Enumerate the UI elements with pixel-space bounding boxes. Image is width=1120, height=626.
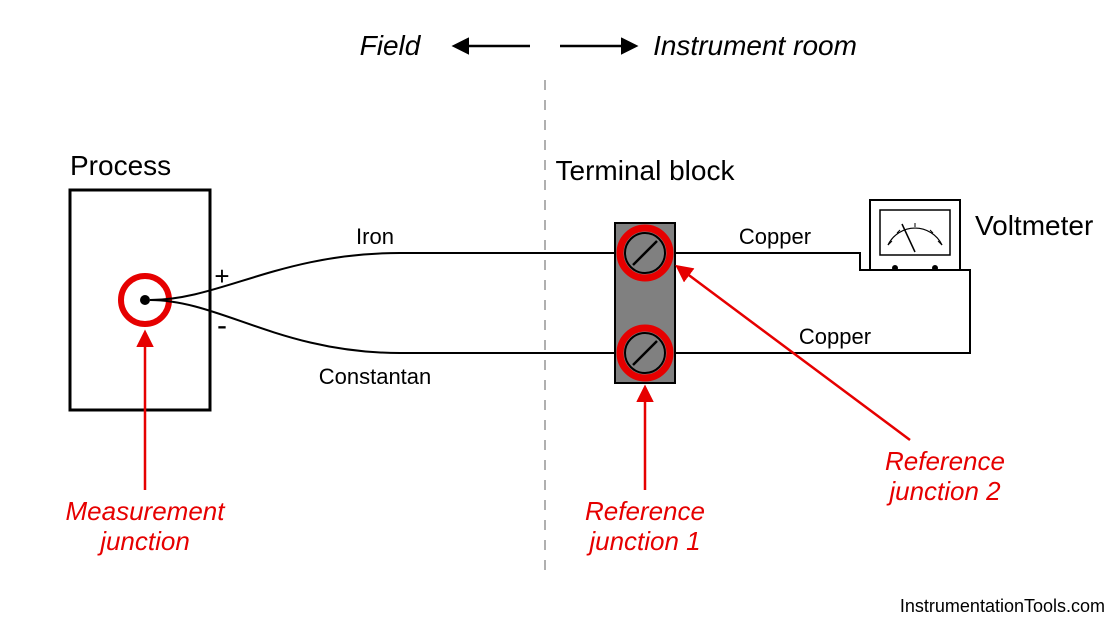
measurement-callout-2: junction xyxy=(97,526,190,556)
ref1-callout-2: junction 1 xyxy=(586,526,700,556)
instrument-room-label: Instrument room xyxy=(653,30,857,61)
thermocouple-diagram: Field Instrument room Process + - Iron C… xyxy=(0,0,1120,626)
wire-iron-label: Iron xyxy=(356,224,394,249)
wire-copper-top-label: Copper xyxy=(739,224,811,249)
field-label: Field xyxy=(360,30,422,61)
wire-copper-top xyxy=(675,253,895,270)
wire-constantan-label: Constantan xyxy=(319,364,432,389)
ref1-callout-1: Reference xyxy=(585,496,705,526)
watermark-text: InstrumentationTools.com xyxy=(900,596,1105,616)
voltmeter-label: Voltmeter xyxy=(975,210,1093,241)
measurement-junction-dot xyxy=(140,295,150,305)
voltmeter-terminal-right xyxy=(932,265,938,271)
process-label: Process xyxy=(70,150,171,181)
terminal-block-label: Terminal block xyxy=(556,155,736,186)
voltmeter-terminal-left xyxy=(892,265,898,271)
ref2-callout-2: junction 2 xyxy=(886,476,1001,506)
measurement-callout-1: Measurement xyxy=(66,496,227,526)
voltmeter-face xyxy=(880,210,950,255)
ref2-callout-1: Reference xyxy=(885,446,1005,476)
wire-copper-bottom-label: Copper xyxy=(799,324,871,349)
